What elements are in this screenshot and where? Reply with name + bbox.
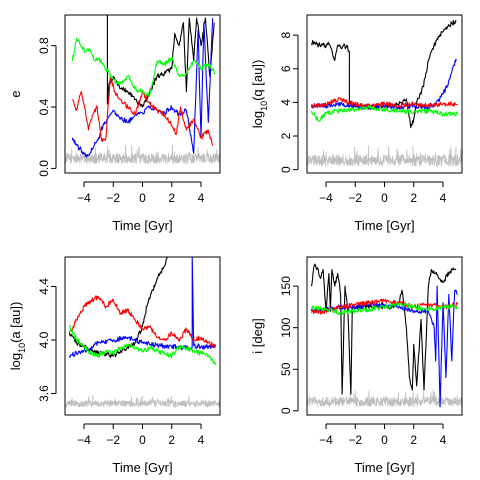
x-tick-label: 0 <box>139 191 146 205</box>
x-tick-label: 2 <box>410 433 417 447</box>
plot-area <box>307 263 462 408</box>
plot-frame <box>64 14 221 174</box>
x-tick-label: −2 <box>106 433 120 447</box>
series-line-1 <box>310 19 457 129</box>
y-tick-label: 0.4 <box>37 98 51 115</box>
series-grey-noise <box>307 389 462 407</box>
series-line-4 <box>310 302 458 316</box>
x-tick-label: 2 <box>168 433 175 447</box>
plot-area <box>65 257 220 409</box>
x-tick-label: −2 <box>348 433 362 447</box>
y-tick-label: 0.8 <box>37 37 51 54</box>
y-tick-label: 0 <box>279 166 293 173</box>
x-tick-label: 4 <box>198 433 205 447</box>
plot-area <box>65 15 220 165</box>
series-line-1 <box>106 15 215 108</box>
x-tick-label: 4 <box>440 433 447 447</box>
y-tick-label: 6 <box>279 65 293 72</box>
y-tick-label: 150 <box>279 276 293 296</box>
y-tick-label: 100 <box>279 317 293 337</box>
x-tick-label: 0 <box>381 191 388 205</box>
y-tick-label: 2 <box>279 132 293 139</box>
panel-1: −4 −2 0 2 4 Time [Gyr] 0.0 0.4 0.8 e <box>8 14 221 233</box>
x-tick-label: 4 <box>198 191 205 205</box>
x-tick-label: 4 <box>440 191 447 205</box>
x-tick-label: −2 <box>348 191 362 205</box>
x-tick-label: 0 <box>139 433 146 447</box>
panel-4: −4 −2 0 2 4 Time [Gyr] 0 50 100 150 i [deg] <box>250 256 463 475</box>
series-grey-noise <box>65 144 220 165</box>
x-tick-label: −2 <box>106 191 120 205</box>
plot-frame <box>64 256 221 416</box>
series-line-4 <box>71 37 216 98</box>
y-tick-label: 4.0 <box>37 331 51 348</box>
y-tick-label: 8 <box>279 32 293 39</box>
y-axis-label: i [deg] <box>250 318 265 353</box>
x-axis-label: Time [Gyr] <box>354 218 414 233</box>
plot-frame <box>306 14 463 174</box>
series-line-2 <box>68 257 217 358</box>
series-line-2 <box>71 18 214 158</box>
x-axis-label: Time [Gyr] <box>112 460 172 475</box>
series-line-4 <box>310 105 459 122</box>
x-tick-label: −4 <box>319 191 333 205</box>
series-grey-noise <box>65 394 220 409</box>
y-axis-label: log10(q [au]) <box>250 60 269 129</box>
x-tick-label: 2 <box>168 191 175 205</box>
series-line-3 <box>71 75 214 146</box>
series-line-3 <box>68 295 216 348</box>
y-tick-label: 50 <box>279 362 293 376</box>
y-tick-label: 4 <box>279 99 293 106</box>
y-tick-label: 3.6 <box>37 385 51 402</box>
panel-3: −4 −2 0 2 4 Time [Gyr] 3.6 4.0 4.4 log10(a [au]) <box>8 256 221 475</box>
x-tick-label: −4 <box>77 191 91 205</box>
y-tick-label: 0 <box>279 407 293 414</box>
x-axis-label: Time [Gyr] <box>354 460 414 475</box>
series-line-3 <box>310 97 458 109</box>
panel-2: −4 −2 0 2 4 Time [Gyr] 0 2 4 6 8 log10(q [au]) <box>250 14 463 233</box>
series-grey-noise <box>307 145 462 168</box>
y-tick-label: 0.0 <box>37 160 51 177</box>
x-tick-label: 0 <box>381 433 388 447</box>
plot-frame <box>306 256 463 416</box>
y-axis-label: log10(a [au]) <box>8 302 27 371</box>
x-tick-label: 2 <box>410 191 417 205</box>
x-tick-label: −4 <box>77 433 91 447</box>
x-axis-label: Time [Gyr] <box>112 218 172 233</box>
plot-area <box>307 19 462 168</box>
y-tick-label: 4.4 <box>37 278 51 295</box>
y-axis-label: e <box>8 90 23 97</box>
x-tick-label: −4 <box>319 433 333 447</box>
series-line-3 <box>310 298 459 315</box>
series-line-4 <box>68 324 217 366</box>
